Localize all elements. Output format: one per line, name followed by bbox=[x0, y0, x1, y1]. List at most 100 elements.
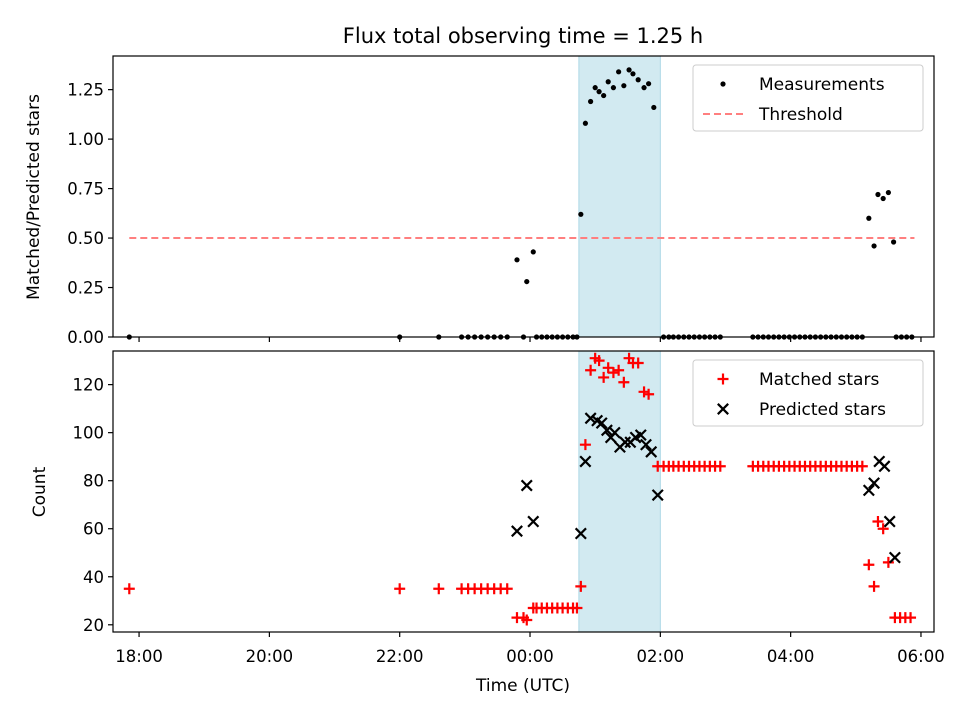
bottom-y-tick-label: 120 bbox=[73, 376, 105, 395]
top-data-point bbox=[880, 195, 886, 202]
bottom-data-point bbox=[574, 527, 587, 540]
bottom-y-tick-label: 60 bbox=[83, 520, 104, 539]
top-data-point bbox=[610, 85, 617, 91]
bottom-data-point bbox=[618, 376, 630, 388]
bottom-data-point bbox=[643, 388, 655, 400]
bottom-axes-frame bbox=[112, 350, 935, 633]
bottom-data-point bbox=[598, 371, 610, 383]
bottom-series-predicted-stars bbox=[511, 412, 901, 564]
top-data-point bbox=[621, 83, 627, 89]
bottom-data-point bbox=[882, 556, 894, 568]
bottom-data-point bbox=[868, 580, 880, 592]
x-axis-label: Time (UTC) bbox=[475, 676, 570, 696]
bottom-data-point bbox=[862, 484, 875, 497]
bottom-legend-box bbox=[692, 359, 924, 427]
bottom-data-point bbox=[632, 357, 644, 369]
x-tick-label: 02:00 bbox=[637, 647, 685, 666]
bottom-y-tick-label: 40 bbox=[83, 568, 104, 587]
bottom-data-point bbox=[595, 417, 608, 430]
legend-label: Threshold bbox=[758, 105, 843, 125]
top-y-tick-label: 0.50 bbox=[67, 229, 104, 248]
bottom-y-tick-label: 80 bbox=[83, 472, 104, 491]
top-y-tick-label: 0.25 bbox=[67, 279, 104, 298]
bottom-highlight-span bbox=[578, 350, 661, 633]
legend-swatch-matched-stars bbox=[717, 373, 729, 385]
bottom-data-point bbox=[863, 559, 875, 571]
top-highlight-span bbox=[578, 55, 661, 338]
bottom-data-point bbox=[394, 583, 406, 595]
top-data-point bbox=[885, 189, 891, 196]
legend-label: Measurements bbox=[759, 75, 885, 95]
top-data-point bbox=[630, 71, 636, 77]
bottom-data-point bbox=[868, 477, 881, 490]
bottom-data-point bbox=[579, 439, 591, 451]
bottom-y-tick-label: 20 bbox=[83, 616, 104, 635]
top-data-point bbox=[605, 79, 611, 85]
bottom-data-point bbox=[575, 580, 587, 592]
x-tick-label: 06:00 bbox=[897, 647, 945, 666]
bottom-data-point bbox=[613, 364, 625, 376]
bottom-data-point bbox=[905, 612, 917, 624]
x-tick-label: 20:00 bbox=[246, 647, 294, 666]
top-data-point bbox=[626, 67, 632, 73]
top-data-point bbox=[646, 81, 652, 87]
bottom-data-point bbox=[608, 426, 621, 439]
top-axes-frame bbox=[112, 55, 935, 338]
bottom-data-point bbox=[714, 460, 726, 472]
bottom-data-point bbox=[585, 364, 597, 376]
x-tick-label: 18:00 bbox=[115, 647, 163, 666]
bottom-data-point bbox=[634, 429, 647, 442]
bottom-data-point bbox=[501, 583, 513, 595]
top-data-point bbox=[514, 257, 520, 263]
top-data-point bbox=[875, 191, 881, 198]
top-data-point bbox=[588, 98, 594, 105]
bottom-data-point bbox=[651, 489, 664, 502]
top-data-point bbox=[866, 215, 872, 221]
bottom-data-point bbox=[878, 460, 891, 473]
bottom-data-point bbox=[607, 367, 619, 379]
bottom-y-axis-label: Count bbox=[30, 466, 50, 517]
top-legend: Measurements Threshold bbox=[692, 64, 924, 132]
bottom-data-point bbox=[640, 438, 652, 451]
legend-swatch-measurements bbox=[720, 81, 726, 87]
bottom-data-point bbox=[888, 551, 901, 564]
bottom-data-point bbox=[584, 412, 597, 425]
top-data-point bbox=[871, 243, 877, 249]
top-data-point bbox=[635, 77, 641, 83]
bottom-data-point bbox=[877, 523, 889, 535]
top-data-point bbox=[524, 278, 530, 285]
top-y-tick-label: 0.00 bbox=[67, 328, 104, 347]
top-data-point bbox=[641, 85, 647, 91]
bottom-data-point bbox=[856, 460, 868, 472]
legend-label: Matched stars bbox=[759, 370, 879, 390]
bottom-data-point bbox=[511, 525, 523, 538]
bottom-data-point bbox=[527, 515, 540, 528]
top-panel: 0.00 0.25 0.50 0.75 1.00 1.25 Measurements Thre… bbox=[67, 55, 935, 347]
top-data-point bbox=[530, 249, 536, 255]
top-y-tick-label: 1.00 bbox=[67, 130, 104, 149]
top-data-point bbox=[596, 89, 602, 95]
bottom-y-tick-label: 100 bbox=[73, 424, 105, 443]
top-data-point bbox=[601, 92, 607, 99]
top-y-tick-label: 1.25 bbox=[67, 81, 104, 100]
legend-swatch-predicted-stars bbox=[717, 403, 729, 415]
top-y-axis-label: Matched/Predicted stars bbox=[24, 94, 44, 300]
bottom-data-point bbox=[645, 445, 658, 458]
bottom-data-point bbox=[520, 479, 533, 492]
top-data-point bbox=[592, 85, 598, 91]
bottom-data-point bbox=[521, 614, 533, 626]
bottom-data-point bbox=[883, 515, 896, 528]
top-legend-box bbox=[692, 64, 924, 132]
chart-title: Flux total observing time = 1.25 h bbox=[343, 24, 703, 48]
top-data-point bbox=[891, 239, 897, 245]
bottom-data-point bbox=[872, 516, 884, 528]
bottom-data-point bbox=[593, 355, 605, 367]
bottom-data-point bbox=[602, 362, 614, 374]
top-data-point bbox=[582, 120, 589, 126]
top-y-tick-label: 0.75 bbox=[67, 180, 104, 199]
x-tick-label: 04:00 bbox=[767, 647, 815, 666]
legend-label: Predicted stars bbox=[759, 400, 886, 420]
bottom-data-point bbox=[571, 602, 583, 614]
bottom-data-point bbox=[433, 583, 445, 595]
